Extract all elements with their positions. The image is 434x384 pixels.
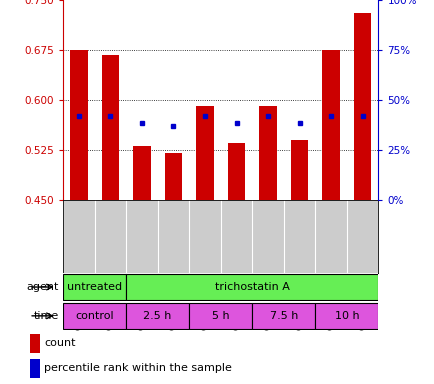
Text: agent: agent <box>26 282 59 292</box>
Text: 7.5 h: 7.5 h <box>269 311 297 321</box>
Text: untreated: untreated <box>67 282 122 292</box>
Bar <box>322 50 339 200</box>
Text: time: time <box>33 311 59 321</box>
Text: 10 h: 10 h <box>334 311 358 321</box>
Bar <box>70 50 87 200</box>
Bar <box>133 146 150 200</box>
Bar <box>30 334 40 353</box>
Bar <box>259 106 276 200</box>
Text: control: control <box>75 311 114 321</box>
Bar <box>290 140 308 200</box>
Bar <box>63 274 126 300</box>
Text: percentile rank within the sample: percentile rank within the sample <box>44 363 231 373</box>
Bar <box>189 303 252 329</box>
Bar <box>353 13 371 200</box>
Text: trichostatin A: trichostatin A <box>214 282 289 292</box>
Bar <box>126 303 189 329</box>
Bar <box>227 143 245 200</box>
Text: count: count <box>44 338 76 348</box>
Text: 5 h: 5 h <box>211 311 229 321</box>
Bar <box>63 303 126 329</box>
Bar <box>196 106 213 200</box>
Bar <box>30 359 40 378</box>
Bar <box>102 55 119 200</box>
Bar <box>315 303 378 329</box>
Bar <box>126 274 378 300</box>
Bar <box>252 303 315 329</box>
Bar <box>164 153 182 200</box>
Text: 2.5 h: 2.5 h <box>143 311 171 321</box>
